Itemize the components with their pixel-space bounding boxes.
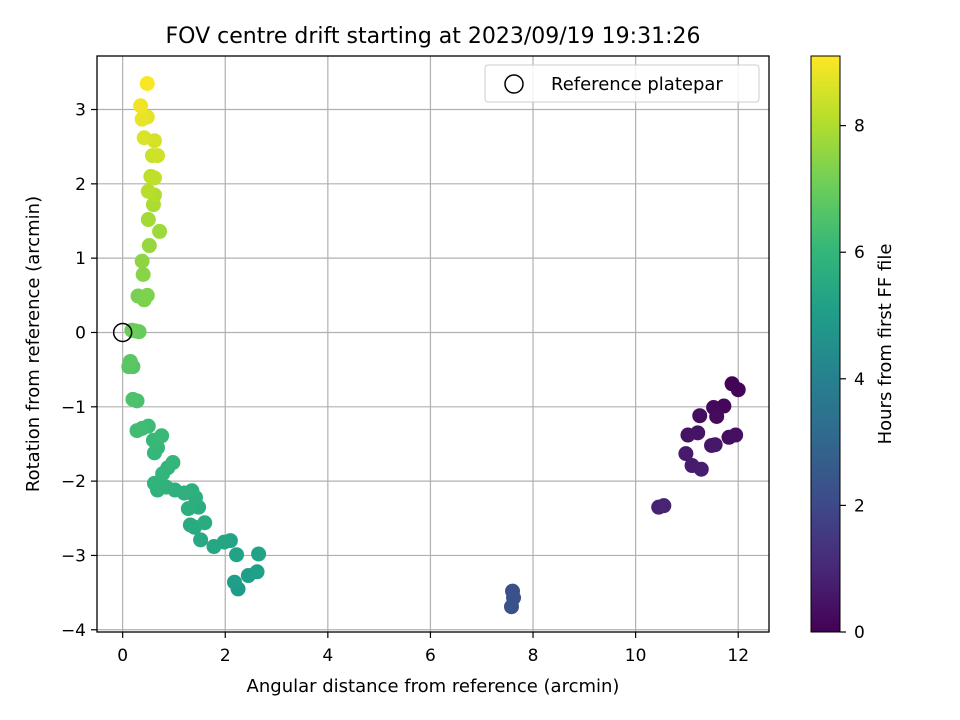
x-tick-label: 4 xyxy=(322,646,333,666)
chart-title: FOV centre drift starting at 2023/09/19 … xyxy=(166,24,701,49)
scatter-point xyxy=(226,574,242,590)
scatter-point xyxy=(141,238,157,254)
x-tick-label: 12 xyxy=(727,646,749,666)
legend-entry-reference-platepar: Reference platepar xyxy=(551,74,723,95)
colorbar-tick-label: 6 xyxy=(854,243,865,263)
colorbar-tick-label: 4 xyxy=(854,370,865,390)
scatter-point xyxy=(730,382,746,398)
legend: Reference platepar xyxy=(484,64,760,103)
scatter-point xyxy=(134,253,150,269)
y-tick-label: −3 xyxy=(61,546,86,566)
x-axis-ticks: 0 2 4 6 8 10 12 xyxy=(117,632,749,666)
y-tick-label: −4 xyxy=(61,621,86,641)
y-tick-label: −1 xyxy=(61,398,86,418)
y-axis-ticks: −4 −3 −2 −1 0 1 2 3 xyxy=(61,101,97,641)
y-tick-label: −2 xyxy=(61,472,86,492)
scatter-point xyxy=(139,287,155,303)
scatter-point xyxy=(152,223,168,239)
legend-reference-marker xyxy=(504,74,524,94)
scatter-point xyxy=(249,564,265,580)
scatter-point xyxy=(122,353,138,369)
scatter-point xyxy=(165,455,181,471)
y-tick-label: 2 xyxy=(75,175,86,195)
scatter-point xyxy=(656,498,672,514)
colorbar-tick-label: 2 xyxy=(854,496,865,516)
scatter-point xyxy=(146,170,162,186)
scatter-point xyxy=(150,148,166,164)
plot-area xyxy=(96,55,770,633)
scatter-point xyxy=(251,546,267,562)
colorbar-tick-label: 0 xyxy=(854,623,865,643)
scatter-point xyxy=(503,599,519,615)
scatter-point xyxy=(133,98,149,114)
grid-lines xyxy=(97,56,769,632)
scatter-point xyxy=(728,427,744,443)
scatter-point xyxy=(707,437,723,453)
scatter-point xyxy=(193,532,209,548)
scatter-point xyxy=(135,267,151,283)
scatter-point xyxy=(206,539,222,555)
scatter-point xyxy=(693,461,709,477)
x-tick-label: 8 xyxy=(528,646,539,666)
x-tick-label: 2 xyxy=(220,646,231,666)
x-tick-label: 0 xyxy=(117,646,128,666)
colorbar-label: Hours from first FF file xyxy=(875,244,896,445)
data-points xyxy=(121,75,746,615)
scatter-point xyxy=(709,408,725,424)
scatter-point xyxy=(180,501,196,517)
scatter-point xyxy=(139,75,155,91)
colorbar-gradient xyxy=(810,55,841,633)
y-tick-label: 1 xyxy=(75,249,86,269)
scatter-point xyxy=(197,515,213,531)
colorbar-tick-label: 8 xyxy=(854,117,865,137)
scatter-point xyxy=(140,212,156,228)
scatter-point xyxy=(692,408,708,424)
x-tick-label: 6 xyxy=(425,646,436,666)
legend-box xyxy=(484,64,760,103)
scatter-point xyxy=(125,391,141,407)
y-tick-label: 3 xyxy=(75,101,86,121)
x-axis-label: Angular distance from reference (arcmin) xyxy=(247,676,620,697)
scatter-point xyxy=(690,425,706,441)
scatter-point xyxy=(140,183,156,199)
scatter-point xyxy=(229,547,245,563)
colorbar: 0 2 4 6 8 Hours from first FF file xyxy=(810,55,896,643)
scatter-point xyxy=(678,446,694,462)
y-tick-label: 0 xyxy=(75,323,86,343)
scatter-point xyxy=(134,111,150,127)
reference-platepar-marker xyxy=(112,322,133,343)
colorbar-ticks: 0 2 4 6 8 xyxy=(840,117,865,643)
axes-frame xyxy=(96,55,770,633)
scatter-point xyxy=(154,428,170,444)
scatter-point xyxy=(136,130,152,146)
x-tick-label: 10 xyxy=(625,646,647,666)
scatter-point xyxy=(182,517,198,533)
y-axis-label: Rotation from reference (arcmin) xyxy=(23,196,44,492)
scatter-point xyxy=(129,423,145,439)
